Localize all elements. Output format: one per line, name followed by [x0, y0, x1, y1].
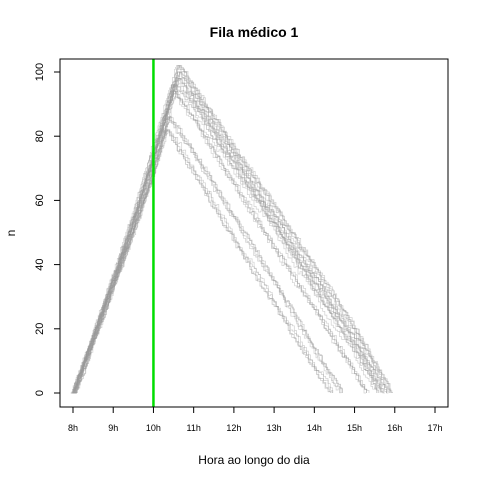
series-line	[74, 129, 333, 394]
x-tick-label: 17h	[427, 423, 442, 433]
series-line	[75, 129, 333, 394]
series-line	[75, 90, 370, 394]
plot-area	[70, 59, 393, 407]
x-tick-label: 16h	[387, 423, 402, 433]
series-line	[72, 71, 387, 394]
x-tick-label: 14h	[307, 423, 322, 433]
series-line	[73, 71, 388, 394]
series-line	[73, 65, 392, 394]
series-line	[73, 116, 343, 394]
series-line	[75, 70, 390, 394]
x-tick-label: 9h	[108, 423, 118, 433]
y-tick-label: 80	[34, 130, 46, 142]
series-line	[74, 65, 393, 394]
x-tick-label: 10h	[146, 423, 161, 433]
chart-title: Fila médico 1	[210, 24, 299, 40]
x-tick-label: 12h	[226, 423, 241, 433]
x-tick-label: 15h	[347, 423, 362, 433]
y-axis: 0 20 40 60 80 100	[34, 63, 61, 396]
series-line	[74, 84, 381, 394]
y-tick-label: 40	[34, 258, 46, 270]
y-tick-label: 100	[34, 63, 46, 81]
y-tick-label: 0	[34, 390, 46, 396]
x-axis: 8h 9h 10h 11h 12h 13h 14h 15h 16h 17h	[68, 406, 443, 433]
series-line	[71, 78, 382, 394]
series-line	[71, 65, 390, 394]
x-axis-label: Hora ao longo do dia	[198, 453, 310, 467]
x-tick-label: 13h	[267, 423, 282, 433]
series-line	[72, 116, 343, 394]
series-line	[75, 78, 385, 394]
series-line	[73, 78, 384, 394]
x-tick-label: 8h	[68, 423, 78, 433]
plot-frame	[59, 58, 449, 408]
y-tick-label: 20	[34, 323, 46, 335]
series-line	[73, 78, 384, 394]
x-tick-label: 11h	[186, 423, 200, 433]
series-line	[74, 65, 393, 394]
y-tick-label: 60	[34, 194, 46, 206]
y-axis-label: n	[4, 230, 18, 237]
series-line	[75, 129, 334, 394]
